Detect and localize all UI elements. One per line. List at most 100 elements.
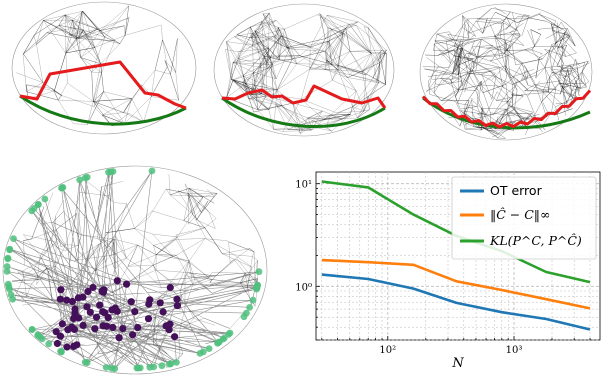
source-point [83, 303, 91, 311]
target-point [225, 330, 233, 338]
legend-label-ot: OT error [490, 183, 543, 198]
matching-points [3, 167, 263, 373]
source-point [129, 331, 137, 339]
source-point [103, 322, 111, 330]
sphere-outline [419, 3, 593, 141]
edge-mesh [225, 12, 387, 134]
sphere-outline [213, 3, 395, 137]
target-point [58, 184, 66, 192]
source-point [173, 295, 181, 303]
edge-mesh [16, 5, 179, 126]
source-point [63, 296, 71, 304]
source-point [70, 342, 78, 350]
target-point [57, 348, 64, 355]
source-point [84, 287, 92, 296]
source-point [79, 321, 87, 329]
source-point [86, 308, 94, 316]
target-point [254, 281, 261, 289]
target-point [255, 268, 263, 276]
geodesic-path [19, 94, 187, 126]
source-point [71, 305, 79, 313]
sphere-outline [2, 165, 268, 375]
target-point [205, 345, 213, 352]
target-point [6, 245, 14, 253]
source-point [111, 304, 119, 312]
x-tick-label: 10² [379, 345, 396, 356]
legend: OT error ‖Ĉ − C‖∞ KL(P^C, P^Ĉ) [451, 176, 597, 260]
legend-label-kl: KL(P^C, P^Ĉ) [489, 232, 582, 248]
source-point [173, 302, 181, 310]
source-point [91, 325, 99, 333]
target-point [166, 360, 173, 368]
source-point [115, 334, 123, 342]
series-line-ot [321, 273, 591, 331]
source-point [63, 343, 71, 351]
source-point [56, 295, 64, 303]
source-point [52, 328, 60, 336]
source-point [166, 320, 174, 328]
target-point [134, 364, 142, 372]
target-point [158, 362, 166, 370]
target-point [108, 364, 116, 372]
source-point [134, 324, 142, 332]
target-point [196, 350, 204, 357]
target-point [148, 167, 156, 175]
series-line-cinf [321, 258, 591, 310]
edge-mesh [422, 6, 590, 139]
matching-lines [6, 170, 260, 369]
target-point [146, 363, 154, 371]
target-point [246, 304, 254, 311]
target-point [173, 359, 180, 366]
source-point [123, 280, 131, 288]
target-point [102, 364, 110, 371]
target-point [4, 280, 12, 288]
source-point [99, 308, 107, 316]
source-point [57, 286, 65, 294]
axis-ticks: 10² 10³ 10⁰ 10¹ [295, 180, 591, 356]
estimated-path [19, 60, 187, 110]
target-point [41, 195, 49, 203]
source-point [53, 339, 62, 348]
target-point [249, 296, 257, 304]
legend-box [451, 176, 597, 260]
estimated-path [221, 84, 387, 109]
source-point [68, 297, 76, 306]
source-point [156, 299, 164, 307]
target-point [81, 358, 89, 366]
sphere-panel-matching [2, 165, 268, 375]
geodesic-path [221, 96, 386, 129]
source-point [92, 313, 101, 321]
target-point [45, 340, 53, 348]
source-point [113, 277, 121, 285]
sphere-panel-sparse [11, 1, 197, 135]
graph-edges [419, 3, 593, 141]
x-tick-label: 10³ [506, 345, 523, 356]
target-point [4, 255, 12, 263]
matching-links [6, 170, 260, 369]
source-point [75, 314, 83, 322]
target-point [7, 291, 15, 299]
target-point [83, 173, 91, 181]
sphere-outline [11, 1, 197, 135]
source-point [127, 298, 135, 306]
target-point [3, 268, 11, 275]
target-point [34, 331, 42, 339]
target-point [3, 263, 11, 270]
source-point [119, 325, 127, 333]
y-tick-label: 10¹ [295, 180, 312, 191]
source-point [89, 283, 97, 291]
target-point [30, 205, 38, 212]
convergence-chart: 10² 10³ 10⁰ 10¹ N OT error ‖Ĉ − C‖∞ KL(P^C,… [295, 171, 601, 371]
legend-label-cinf: ‖Ĉ − C‖∞ [490, 206, 550, 222]
source-point [68, 323, 76, 331]
x-axis-label: N [451, 356, 464, 371]
source-point [96, 301, 104, 309]
target-point [240, 313, 248, 321]
target-point [10, 235, 17, 243]
source-point [100, 286, 108, 294]
source-point [56, 332, 65, 340]
target-point [215, 338, 223, 346]
source-point [145, 300, 153, 308]
source-point [144, 315, 153, 323]
